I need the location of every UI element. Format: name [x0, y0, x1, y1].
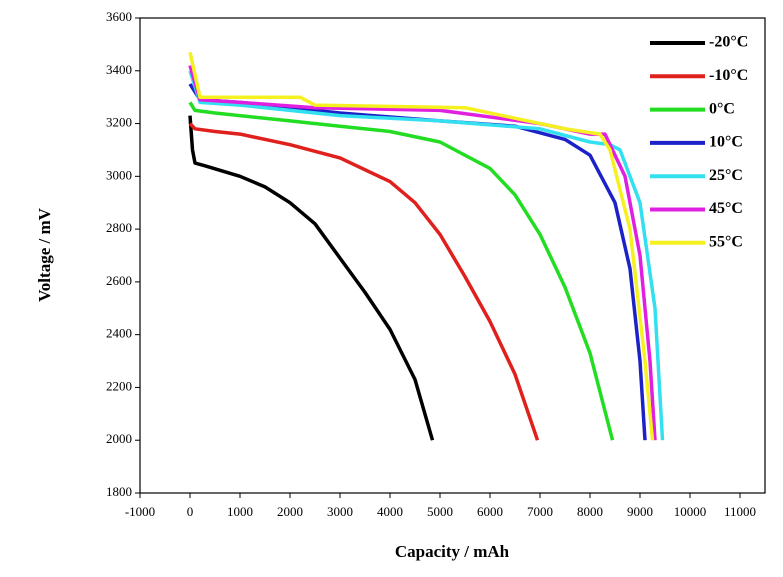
x-tick-label: 8000 [577, 504, 603, 519]
y-tick-label: 3600 [106, 9, 132, 24]
y-tick-label: 2800 [106, 220, 132, 235]
series-line [188, 115, 435, 441]
y-tick-label: 2200 [106, 378, 132, 393]
x-tick-label: 0 [187, 504, 194, 519]
y-tick-label: 3000 [106, 167, 132, 182]
x-axis-title: Capacity / mAh [395, 542, 510, 561]
y-tick-label: 3400 [106, 62, 132, 77]
x-tick-label: 3000 [327, 504, 353, 519]
x-tick-label: 6000 [477, 504, 503, 519]
y-tick-label: 2600 [106, 273, 132, 288]
x-tick-label: 9000 [627, 504, 653, 519]
y-axis-title: Voltage / mV [35, 207, 54, 302]
legend-label: -10°C [709, 67, 748, 84]
y-tick-label: 3200 [106, 115, 132, 130]
series-line [188, 122, 540, 441]
legend-label: 10°C [709, 134, 743, 151]
y-tick-label: 2400 [106, 326, 132, 341]
legend-label: 0°C [709, 100, 735, 117]
series-line [188, 101, 615, 441]
x-tick-label: 1000 [227, 504, 253, 519]
x-tick-label: 5000 [427, 504, 453, 519]
x-tick-label: 10000 [674, 504, 707, 519]
legend-label: -20°C [709, 34, 748, 51]
legend-label: 25°C [709, 167, 743, 184]
legend-label: 55°C [709, 233, 743, 250]
y-tick-label: 1800 [106, 484, 132, 499]
x-tick-label: 4000 [377, 504, 403, 519]
x-tick-label: 11000 [724, 504, 756, 519]
x-tick-label: -1000 [125, 504, 155, 519]
plot-frame [139, 17, 766, 494]
series-line [188, 70, 665, 441]
legend-label: 45°C [709, 200, 743, 217]
x-tick-label: 2000 [277, 504, 303, 519]
series-line [188, 51, 655, 441]
y-tick-label: 2000 [106, 431, 132, 446]
x-tick-label: 7000 [527, 504, 553, 519]
